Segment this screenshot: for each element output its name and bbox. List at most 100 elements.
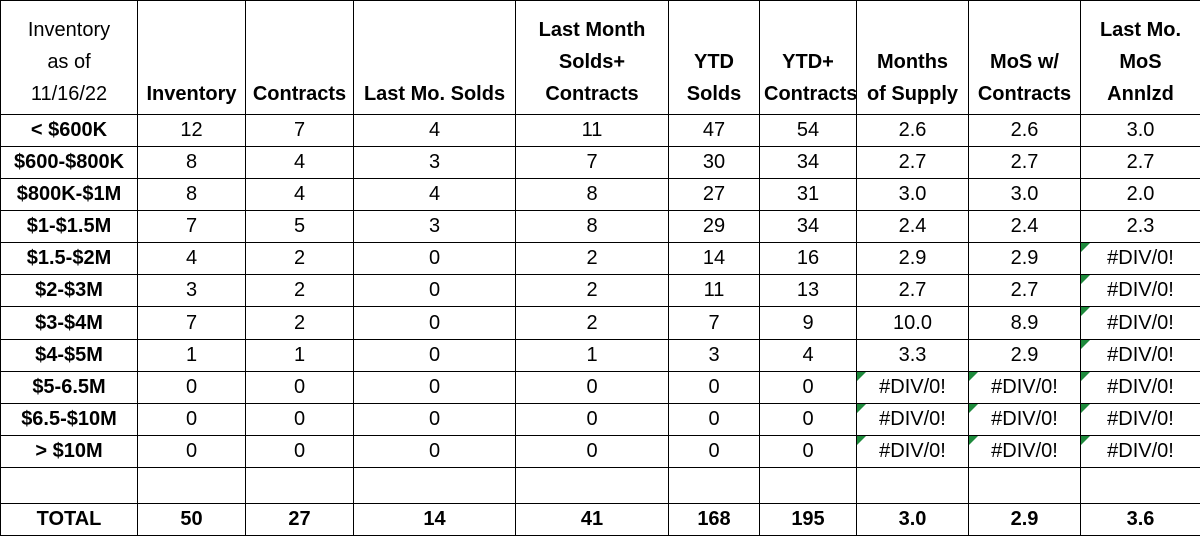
value-cell[interactable]: 0 xyxy=(353,402,516,436)
value-cell[interactable]: 8 xyxy=(137,178,246,212)
value-cell[interactable]: 0 xyxy=(353,242,516,276)
header-cell[interactable]: YTD Solds xyxy=(668,0,760,116)
value-cell[interactable]: 16 xyxy=(759,242,857,276)
value-cell[interactable]: 3 xyxy=(353,210,516,244)
value-cell[interactable] xyxy=(968,466,1081,504)
value-cell[interactable]: 12 xyxy=(137,114,246,148)
value-cell[interactable]: 31 xyxy=(759,178,857,212)
value-cell[interactable]: 4 xyxy=(245,146,354,180)
value-cell[interactable]: 0 xyxy=(668,434,760,468)
row-label-cell[interactable]: $5-6.5M xyxy=(0,370,138,404)
value-cell[interactable]: #DIV/0! xyxy=(1080,370,1200,404)
value-cell[interactable]: #DIV/0! xyxy=(856,402,969,436)
row-label-cell[interactable]: > $10M xyxy=(0,434,138,468)
row-label-cell[interactable]: $6.5-$10M xyxy=(0,402,138,436)
value-cell[interactable]: 7 xyxy=(515,146,669,180)
value-cell[interactable]: 7 xyxy=(137,306,246,340)
value-cell[interactable]: 47 xyxy=(668,114,760,148)
row-label-cell[interactable]: $600-$800K xyxy=(0,146,138,180)
value-cell[interactable]: 9 xyxy=(759,306,857,340)
row-label-cell[interactable]: $1.5-$2M xyxy=(0,242,138,276)
value-cell[interactable]: 0 xyxy=(668,402,760,436)
value-cell[interactable]: 3.0 xyxy=(856,502,969,536)
value-cell[interactable]: 2 xyxy=(515,306,669,340)
value-cell[interactable]: 34 xyxy=(759,146,857,180)
header-cell[interactable]: YTD+ Contracts xyxy=(759,0,857,116)
row-label-cell[interactable]: $1-$1.5M xyxy=(0,210,138,244)
value-cell[interactable]: 0 xyxy=(245,370,354,404)
value-cell[interactable] xyxy=(515,466,669,504)
value-cell[interactable]: 7 xyxy=(137,210,246,244)
row-label-cell[interactable] xyxy=(0,466,138,504)
value-cell[interactable]: 50 xyxy=(137,502,246,536)
value-cell[interactable] xyxy=(856,466,969,504)
value-cell[interactable]: 4 xyxy=(353,114,516,148)
value-cell[interactable]: 0 xyxy=(515,434,669,468)
value-cell[interactable] xyxy=(759,466,857,504)
value-cell[interactable]: 2.9 xyxy=(968,242,1081,276)
value-cell[interactable]: 2.4 xyxy=(856,210,969,244)
value-cell[interactable]: 0 xyxy=(353,274,516,308)
value-cell[interactable]: 10.0 xyxy=(856,306,969,340)
value-cell[interactable]: #DIV/0! xyxy=(968,434,1081,468)
header-cell[interactable]: Inventory xyxy=(137,0,246,116)
value-cell[interactable]: 2.7 xyxy=(1080,146,1200,180)
value-cell[interactable]: 2.6 xyxy=(968,114,1081,148)
value-cell[interactable]: 14 xyxy=(668,242,760,276)
value-cell[interactable]: 0 xyxy=(137,434,246,468)
value-cell[interactable]: 1 xyxy=(137,338,246,372)
value-cell[interactable]: 11 xyxy=(515,114,669,148)
value-cell[interactable]: 27 xyxy=(245,502,354,536)
value-cell[interactable]: 0 xyxy=(137,370,246,404)
value-cell[interactable]: 0 xyxy=(353,370,516,404)
value-cell[interactable]: 8 xyxy=(137,146,246,180)
row-label-cell[interactable]: $2-$3M xyxy=(0,274,138,308)
value-cell[interactable]: 2 xyxy=(515,242,669,276)
value-cell[interactable]: 0 xyxy=(515,402,669,436)
value-cell[interactable]: #DIV/0! xyxy=(1080,338,1200,372)
value-cell[interactable]: 4 xyxy=(245,178,354,212)
value-cell[interactable]: #DIV/0! xyxy=(1080,434,1200,468)
value-cell[interactable]: 2.9 xyxy=(856,242,969,276)
value-cell[interactable]: #DIV/0! xyxy=(1080,306,1200,340)
value-cell[interactable]: 0 xyxy=(245,402,354,436)
value-cell[interactable]: 168 xyxy=(668,502,760,536)
value-cell[interactable]: 1 xyxy=(245,338,354,372)
value-cell[interactable]: 2.7 xyxy=(856,274,969,308)
value-cell[interactable]: 2.7 xyxy=(856,146,969,180)
value-cell[interactable]: 0 xyxy=(515,370,669,404)
value-cell[interactable]: 0 xyxy=(353,338,516,372)
value-cell[interactable]: 2 xyxy=(245,242,354,276)
value-cell[interactable]: 0 xyxy=(353,306,516,340)
value-cell[interactable]: 30 xyxy=(668,146,760,180)
value-cell[interactable]: 3.6 xyxy=(1080,502,1200,536)
value-cell[interactable]: 4 xyxy=(137,242,246,276)
header-cell[interactable]: MoS w/Contracts xyxy=(968,0,1081,116)
value-cell[interactable]: 0 xyxy=(245,434,354,468)
value-cell[interactable]: 3.0 xyxy=(1080,114,1200,148)
header-cell[interactable]: Last Month Solds+ Contracts xyxy=(515,0,669,116)
value-cell[interactable]: 3.0 xyxy=(856,178,969,212)
value-cell[interactable]: #DIV/0! xyxy=(968,402,1081,436)
value-cell[interactable]: 2 xyxy=(515,274,669,308)
value-cell[interactable]: 7 xyxy=(668,306,760,340)
header-cell-as-of[interactable]: Inventory as of 11/16/22 xyxy=(0,0,138,116)
value-cell[interactable]: 34 xyxy=(759,210,857,244)
value-cell[interactable]: 195 xyxy=(759,502,857,536)
row-label-cell[interactable]: $4-$5M xyxy=(0,338,138,372)
value-cell[interactable]: 3 xyxy=(353,146,516,180)
value-cell[interactable]: #DIV/0! xyxy=(1080,402,1200,436)
value-cell[interactable]: 13 xyxy=(759,274,857,308)
value-cell[interactable]: 2.3 xyxy=(1080,210,1200,244)
value-cell[interactable]: 0 xyxy=(353,434,516,468)
value-cell[interactable]: #DIV/0! xyxy=(968,370,1081,404)
value-cell[interactable]: 0 xyxy=(668,370,760,404)
value-cell[interactable]: 3.0 xyxy=(968,178,1081,212)
value-cell[interactable]: 4 xyxy=(759,338,857,372)
value-cell[interactable]: #DIV/0! xyxy=(856,370,969,404)
header-cell[interactable]: Months of Supply xyxy=(856,0,969,116)
value-cell[interactable]: 0 xyxy=(759,434,857,468)
value-cell[interactable]: #DIV/0! xyxy=(1080,274,1200,308)
value-cell[interactable]: #DIV/0! xyxy=(1080,242,1200,276)
value-cell[interactable]: #DIV/0! xyxy=(856,434,969,468)
